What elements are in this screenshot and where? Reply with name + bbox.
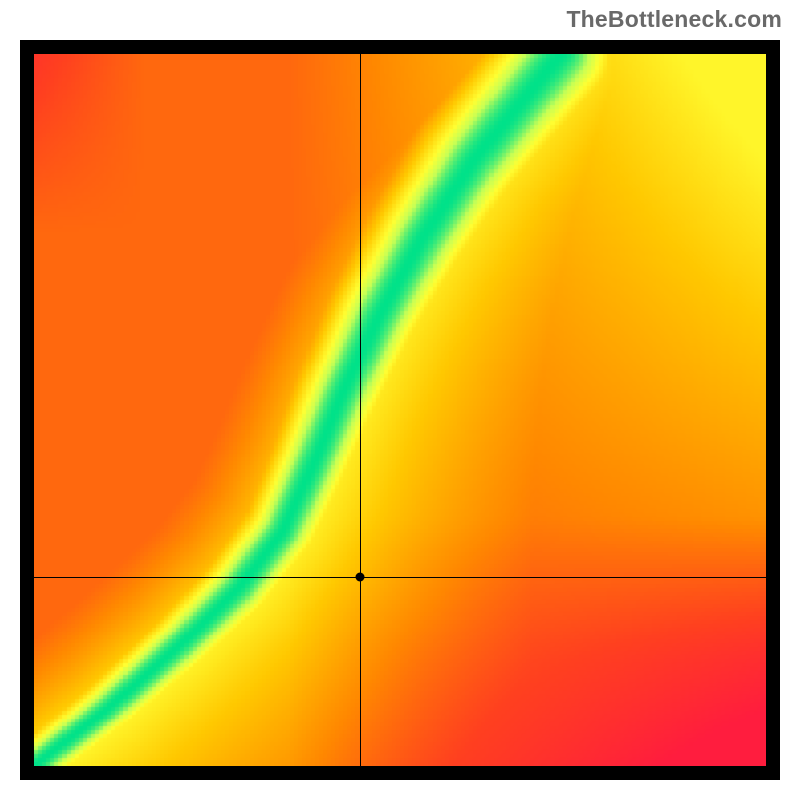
bottleneck-heatmap (34, 54, 766, 766)
crosshair-vertical (360, 54, 361, 766)
plot-area (20, 40, 780, 780)
crosshair-horizontal (34, 577, 766, 578)
watermark-text: TheBottleneck.com (566, 6, 782, 33)
crosshair-point (355, 573, 364, 582)
chart-container: TheBottleneck.com (0, 0, 800, 800)
